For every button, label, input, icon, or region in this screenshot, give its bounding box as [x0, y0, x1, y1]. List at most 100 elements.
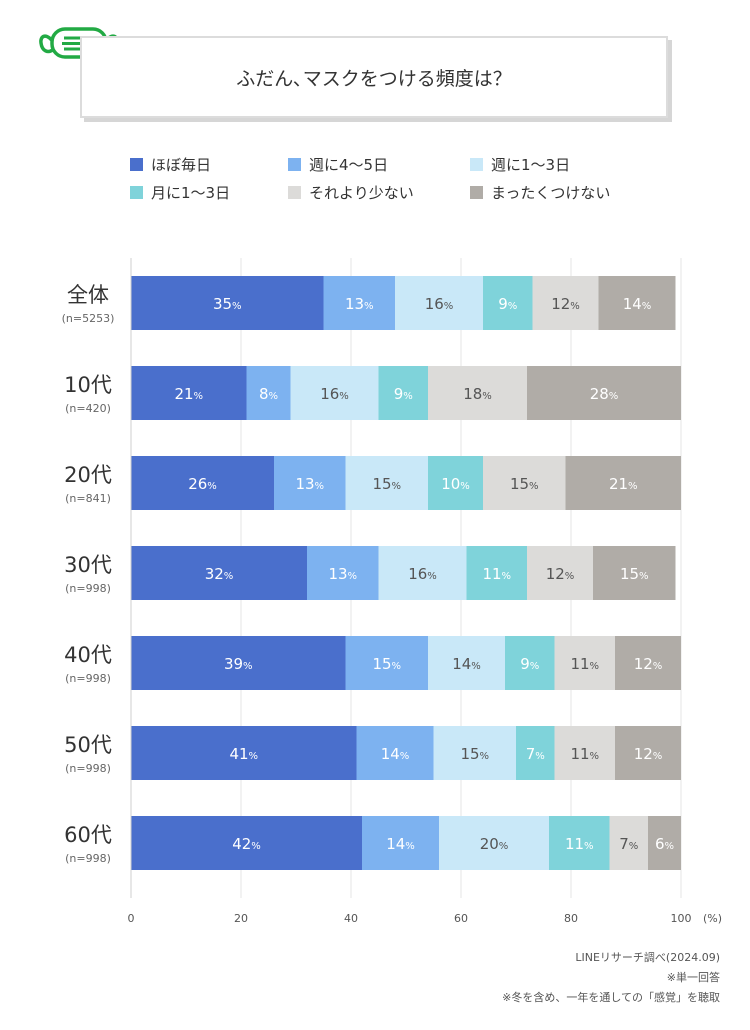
bar-segment [131, 726, 357, 780]
bar-segment [345, 456, 428, 510]
data-label: 18% [463, 385, 492, 403]
bar-segment [615, 636, 681, 690]
data-label: 16% [425, 295, 454, 313]
bar-segment [290, 366, 379, 420]
bar-segment [395, 276, 483, 330]
data-label: 10% [441, 475, 470, 493]
legend-item: それより少ない [288, 182, 414, 203]
bar-segment [131, 816, 362, 870]
data-label: 26% [188, 475, 217, 493]
bar-segment [593, 546, 676, 600]
legend-label: 週に4～5日 [309, 156, 389, 174]
data-label: 15% [372, 475, 401, 493]
bar-segment [131, 636, 346, 690]
sample-size-label: (n=998) [65, 852, 111, 865]
data-label: 15% [460, 745, 489, 763]
legend-label: 月に1～3日 [151, 184, 231, 202]
data-label: 12% [634, 655, 663, 673]
data-label: 9% [520, 655, 539, 673]
bar-segment [323, 276, 395, 330]
data-label: 11% [570, 745, 599, 763]
bar-segment [505, 636, 555, 690]
data-label: 15% [372, 655, 401, 673]
legend-item: まったくつけない [470, 182, 610, 203]
sample-size-label: (n=998) [65, 672, 111, 685]
data-label: 28% [590, 385, 619, 403]
bar-segment [307, 546, 379, 600]
data-label: 16% [320, 385, 349, 403]
bar-segment [483, 276, 533, 330]
data-label: 9% [498, 295, 517, 313]
category-label: 60代 [64, 823, 112, 847]
x-tick-label: 40 [344, 912, 358, 925]
category-label: 全体 [67, 283, 109, 307]
bar-segment [516, 726, 555, 780]
footnote-source: LINEリサーチ調べ(2024.09) [575, 951, 720, 964]
bar-segment [598, 276, 676, 330]
x-unit-label: (%) [703, 912, 722, 925]
bar-segment [648, 816, 681, 870]
data-label: 21% [174, 385, 203, 403]
legend-swatch [288, 186, 301, 199]
category-label: 40代 [64, 643, 112, 667]
category-label: 20代 [64, 463, 112, 487]
bar-segment [131, 276, 324, 330]
data-label: 15% [510, 475, 539, 493]
data-label: 14% [452, 655, 481, 673]
data-label: 11% [482, 565, 511, 583]
legend-swatch [130, 186, 143, 199]
footnote-single-answer: ※単一回答 [666, 971, 720, 984]
bar-segment [439, 816, 549, 870]
legend-item: 週に4～5日 [288, 154, 388, 175]
legend-swatch [470, 158, 483, 171]
sample-size-label: (n=998) [65, 582, 111, 595]
bar-segment [609, 816, 648, 870]
sample-size-label: (n=998) [65, 762, 111, 775]
category-label: 50代 [64, 733, 112, 757]
data-label: 13% [345, 295, 374, 313]
bar-segment [131, 546, 307, 600]
legend-item: ほぼ毎日 [130, 154, 211, 175]
data-label: 21% [609, 475, 638, 493]
data-label: 42% [232, 835, 261, 853]
data-label: 8% [259, 385, 278, 403]
bar-segment [483, 456, 566, 510]
legend-label: それより少ない [309, 184, 414, 202]
data-label: 9% [394, 385, 413, 403]
bar-segment [549, 816, 610, 870]
x-tick-label: 80 [564, 912, 578, 925]
chart-title: ふだん､マスクをつける頻度は？ [236, 68, 512, 90]
bar-segment [362, 816, 439, 870]
bar-segment [428, 366, 527, 420]
data-label: 39% [224, 655, 253, 673]
title-box: ふだん､マスクをつける頻度は？ [80, 36, 668, 118]
bar-segment [565, 456, 681, 510]
sample-size-label: (n=841) [65, 492, 111, 505]
bar-segment [246, 366, 291, 420]
legend-swatch [470, 186, 483, 199]
data-label: 14% [386, 835, 415, 853]
sample-size-label: (n=420) [65, 402, 111, 415]
x-tick-label: 100 [671, 912, 692, 925]
data-label: 13% [328, 565, 357, 583]
category-label: 30代 [64, 553, 112, 577]
bar-segment [345, 636, 428, 690]
legend-label: まったくつけない [491, 184, 611, 202]
x-tick-label: 60 [454, 912, 468, 925]
bar-segment [131, 456, 274, 510]
data-label: 11% [570, 655, 599, 673]
data-label: 7% [526, 745, 545, 763]
x-tick-label: 20 [234, 912, 248, 925]
bar-segment [274, 456, 346, 510]
data-label: 13% [295, 475, 324, 493]
bar-segment [378, 546, 467, 600]
data-label: 7% [619, 835, 638, 853]
bar-segment [466, 546, 527, 600]
data-label: 11% [565, 835, 594, 853]
bar-segment [356, 726, 434, 780]
data-label: 12% [634, 745, 663, 763]
bar-segment [527, 546, 593, 600]
sample-size-label: (n=5253) [62, 312, 115, 325]
data-label: 12% [546, 565, 575, 583]
bar-segment [378, 366, 428, 420]
